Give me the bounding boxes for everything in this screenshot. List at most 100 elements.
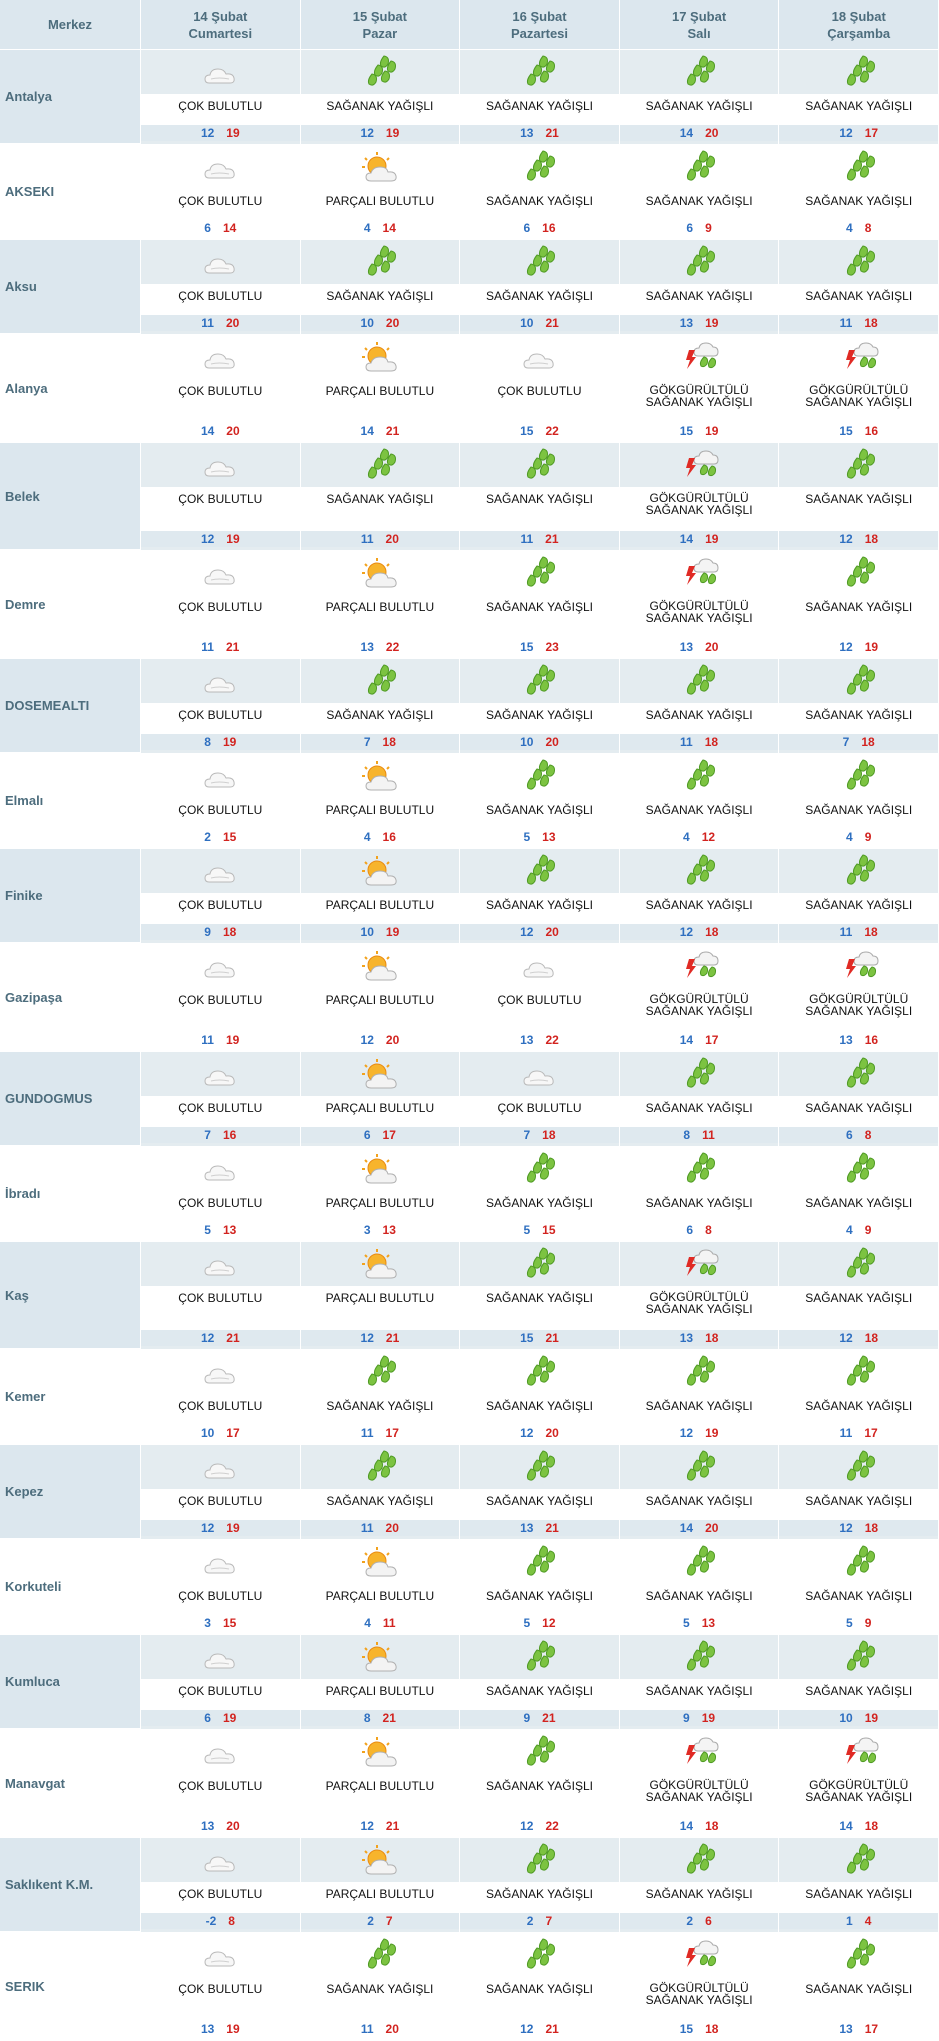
temperature-range: 7 18 bbox=[779, 734, 938, 750]
temperature-range: 5 13 bbox=[460, 829, 619, 845]
condition-band bbox=[460, 1977, 619, 2034]
city-row: SERIK ÇOK BULUTLU 13 19 SAĞANAK YAĞIŞLI 11 20 S… bbox=[0, 1933, 939, 2041]
max-temp: 20 bbox=[705, 126, 719, 140]
city-name[interactable]: Gazipaşa bbox=[0, 944, 141, 1052]
city-name[interactable]: Kumluca bbox=[0, 1635, 141, 1730]
min-temp: 13 bbox=[520, 1521, 534, 1535]
city-row: GUNDOGMUS ÇOK BULUTLU 7 16 PARÇALI BULUTLU 6 1… bbox=[0, 1052, 939, 1147]
thunderstorm-icon bbox=[779, 1733, 938, 1775]
city-name[interactable]: Manavgat bbox=[0, 1730, 141, 1838]
city-name[interactable]: DOSEMEALTI bbox=[0, 659, 141, 754]
temperature-range: 12 18 bbox=[779, 531, 938, 547]
temperature-range: 12 19 bbox=[141, 531, 300, 547]
temperature-range: 11 21 bbox=[460, 531, 619, 547]
rain-drops-icon bbox=[460, 446, 619, 488]
min-temp: 7 bbox=[523, 1128, 531, 1142]
city-name[interactable]: Elmalı bbox=[0, 754, 141, 849]
condition-band bbox=[141, 1191, 300, 1235]
temperature-range: 13 19 bbox=[619, 315, 779, 331]
max-temp: 21 bbox=[545, 532, 559, 546]
city-name[interactable]: Alanya bbox=[0, 335, 141, 443]
condition-text: SAĞANAK YAĞIŞLI bbox=[805, 1196, 913, 1210]
min-temp: 11 bbox=[201, 1033, 214, 1047]
city-name[interactable]: SERIK bbox=[0, 1933, 141, 2041]
rain-drops-icon bbox=[460, 554, 619, 596]
city-name[interactable]: İbradı bbox=[0, 1147, 141, 1242]
max-temp: 20 bbox=[226, 424, 240, 438]
min-temp: 10 bbox=[839, 1711, 853, 1725]
forecast-cell: SAĞANAK YAĞIŞLI 13 21 bbox=[460, 50, 620, 145]
forecast-cell: ÇOK BULUTLU 11 21 bbox=[141, 551, 301, 659]
min-temp: 4 bbox=[363, 221, 371, 235]
day-header: 15 Şubat Pazar bbox=[300, 0, 461, 50]
min-temp: 13 bbox=[520, 126, 534, 140]
temperature-range: 11 18 bbox=[619, 734, 779, 750]
min-temp: 13 bbox=[839, 1033, 853, 1047]
temperature-range: 9 19 bbox=[619, 1710, 779, 1726]
min-temp: 3 bbox=[204, 1616, 211, 1630]
thunderstorm-icon bbox=[779, 338, 938, 380]
rain-drops-icon bbox=[779, 662, 938, 704]
max-temp: 19 bbox=[226, 2022, 240, 2036]
rain-drops-icon bbox=[779, 1936, 938, 1978]
city-name[interactable]: Saklıkent K.M. bbox=[0, 1838, 141, 1933]
forecast-cell: SAĞANAK YAĞIŞLI 6 16 bbox=[460, 145, 620, 240]
cloud-icon bbox=[141, 852, 300, 894]
temperature-range: 7 18 bbox=[300, 734, 460, 750]
rain-drops-icon bbox=[779, 53, 938, 95]
cloud-icon bbox=[141, 1638, 300, 1680]
min-temp: 14 bbox=[679, 532, 694, 546]
min-temp: 13 bbox=[360, 640, 374, 654]
temperature-range: 2 15 bbox=[141, 829, 300, 845]
min-temp: 6 bbox=[523, 221, 531, 235]
forecast-cell: SAĞANAK YAĞIŞLI 11 17 bbox=[779, 1350, 939, 1445]
thunderstorm-icon bbox=[779, 947, 938, 989]
temperature-range: 12 18 bbox=[619, 924, 779, 940]
city-name[interactable]: AKSEKI bbox=[0, 145, 141, 240]
rain-drops-icon bbox=[779, 1448, 938, 1490]
max-temp: 16 bbox=[864, 424, 879, 438]
city-row: Antalya ÇOK BULUTLU 12 19 SAĞANAK YAĞIŞLI 12 1… bbox=[0, 50, 939, 145]
cloud-icon bbox=[141, 1448, 300, 1490]
city-name[interactable]: Finike bbox=[0, 849, 141, 944]
max-temp: 8 bbox=[228, 1914, 235, 1928]
temperature-range: 11 18 bbox=[779, 315, 938, 331]
rain-drops-icon bbox=[301, 446, 460, 488]
min-temp: 11 bbox=[839, 925, 853, 939]
condition-band bbox=[141, 988, 300, 1045]
city-name[interactable]: Aksu bbox=[0, 240, 141, 335]
city-name[interactable]: Kaş bbox=[0, 1242, 141, 1350]
forecast-cell: ÇOK BULUTLU 6 14 bbox=[141, 145, 301, 240]
min-temp: 11 bbox=[520, 532, 534, 546]
forecast-cell: SAĞANAK YAĞIŞLI 13 17 bbox=[779, 1933, 939, 2041]
forecast-cell: SAĞANAK YAĞIŞLI 7 18 bbox=[779, 659, 939, 754]
city-row: Korkuteli ÇOK BULUTLU 3 15 PARÇALI BULUTLU 4 1… bbox=[0, 1540, 939, 1635]
min-temp: 11 bbox=[201, 640, 214, 654]
max-temp: 19 bbox=[226, 532, 240, 546]
forecast-cell: ÇOK BULUTLU 5 13 bbox=[141, 1147, 301, 1242]
max-temp: 23 bbox=[545, 640, 559, 654]
forecast-cell: ÇOK BULUTLU 9 18 bbox=[141, 849, 301, 944]
city-name[interactable]: Belek bbox=[0, 443, 141, 551]
max-temp: 18 bbox=[705, 925, 719, 939]
forecast-cell: SAĞANAK YAĞIŞLI 15 21 bbox=[460, 1242, 620, 1350]
max-temp: 19 bbox=[864, 1711, 879, 1725]
min-temp: 13 bbox=[520, 1033, 534, 1047]
max-temp: 16 bbox=[222, 1128, 237, 1142]
city-name[interactable]: Korkuteli bbox=[0, 1540, 141, 1635]
temperature-range: 5 13 bbox=[620, 1615, 779, 1631]
condition-text: SAĞANAK YAĞIŞLI bbox=[326, 492, 434, 506]
city-name[interactable]: Antalya bbox=[0, 50, 141, 145]
city-row: Demre ÇOK BULUTLU 11 21 PARÇALI BULUTLU 13 22 S… bbox=[0, 551, 939, 659]
forecast-cell: SAĞANAK YAĞIŞLI 6 9 bbox=[619, 145, 780, 240]
city-name[interactable]: Kepez bbox=[0, 1445, 141, 1540]
city-name[interactable]: GUNDOGMUS bbox=[0, 1052, 141, 1147]
city-name[interactable]: Kemer bbox=[0, 1350, 141, 1445]
cloud-icon bbox=[141, 53, 300, 95]
city-name[interactable]: Demre bbox=[0, 551, 141, 659]
condition-band bbox=[300, 1774, 460, 1831]
rain-drops-icon bbox=[460, 1936, 619, 1978]
